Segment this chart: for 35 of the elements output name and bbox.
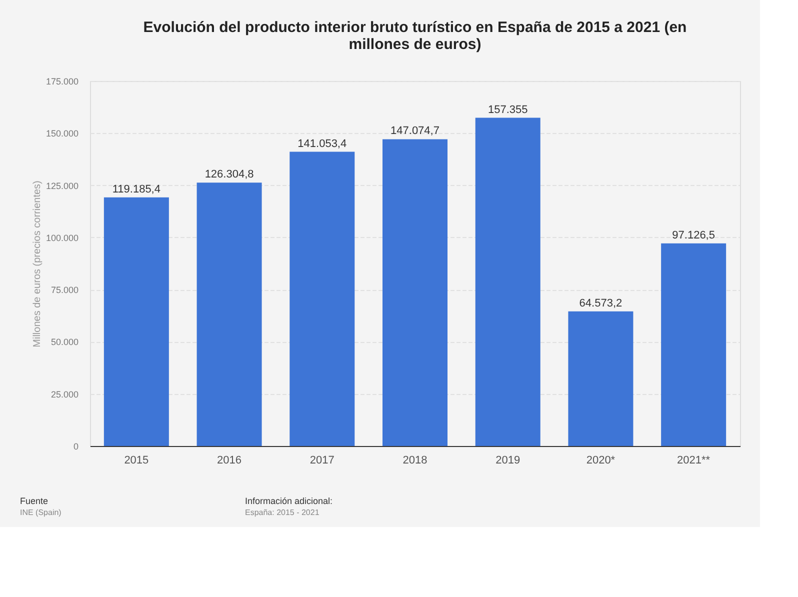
- x-tick-label: 2021**: [677, 454, 711, 466]
- y-tick-label: 0: [73, 442, 78, 452]
- x-tick-label: 2016: [217, 454, 242, 466]
- y-tick-label: 175.000: [46, 76, 78, 86]
- x-tick-label: 2019: [496, 454, 520, 466]
- y-tick-label: 100.000: [46, 232, 78, 243]
- y-axis-title: Millones de euros (precios corrientes): [32, 180, 43, 348]
- data-label: 126.304,8: [204, 168, 254, 181]
- data-label: 97.126,5: [672, 229, 715, 242]
- bar: [290, 152, 355, 446]
- bar: [568, 311, 634, 446]
- y-tick-label: 75.000: [50, 285, 78, 296]
- y-tick-label: 25.000: [50, 389, 78, 400]
- data-label: 141.053,4: [298, 138, 347, 150]
- chart-title: Evolución del producto interior bruto turístico en España de 2015 a 2021 (en millones de euros): [143, 19, 687, 53]
- data-label: 147.074,7: [390, 125, 440, 138]
- data-label: 157.355: [488, 104, 528, 116]
- bar: [661, 243, 726, 446]
- y-tick-label: 50.000: [50, 337, 78, 348]
- bar: [104, 197, 169, 446]
- text: Fuente: [20, 496, 48, 506]
- bar: [196, 182, 262, 446]
- x-tick-label: 2018: [402, 454, 428, 466]
- text: Información adicional:: [245, 496, 333, 506]
- y-tick-label: 150.000: [46, 128, 78, 139]
- bar: [382, 139, 448, 446]
- x-tick-label: 2020*: [586, 454, 616, 466]
- y-tick-label: 125.000: [46, 180, 78, 191]
- data-label: 64.573,2: [579, 297, 622, 310]
- x-tick-label: 2017: [310, 454, 334, 466]
- text: España: 2015 - 2021: [245, 508, 320, 517]
- x-tick-label: 2015: [124, 454, 149, 466]
- data-label: 119.185,4: [112, 183, 160, 196]
- bar: [475, 118, 540, 446]
- text: INE (Spain): [20, 508, 62, 517]
